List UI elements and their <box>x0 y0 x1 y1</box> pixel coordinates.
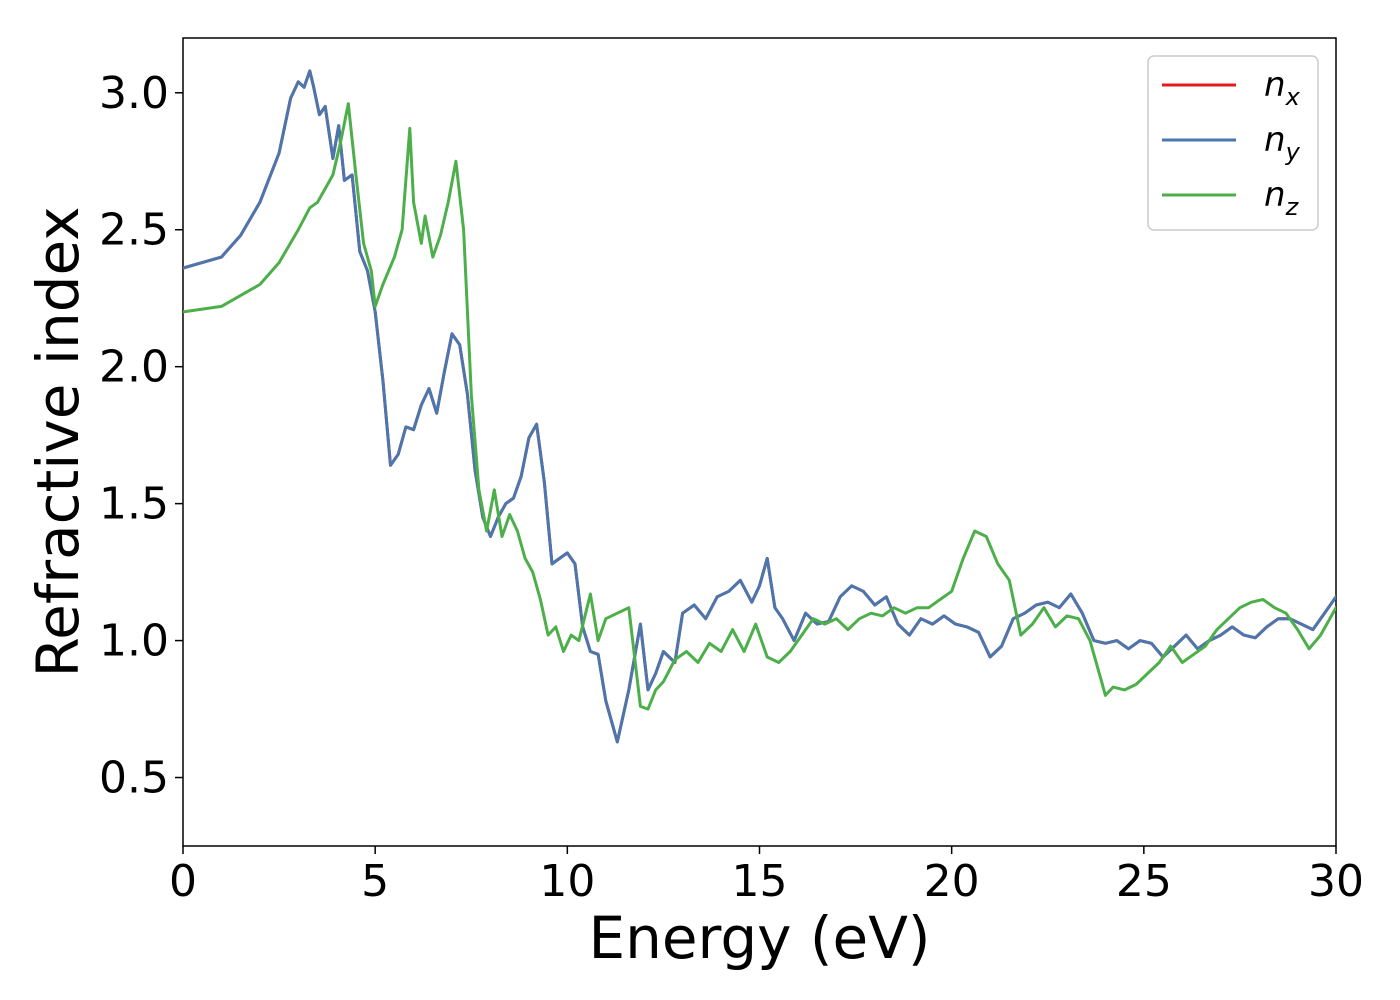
x-tick-label: 10 <box>539 856 595 907</box>
x-tick-label: 20 <box>924 856 980 907</box>
y-tick-label: 3.0 <box>99 68 169 119</box>
legend-label-y: ny <box>1264 120 1301 166</box>
x-tick-label: 0 <box>169 856 197 907</box>
legend-box <box>1147 55 1319 231</box>
y-tick-label: 2.0 <box>99 342 169 393</box>
series-line-y <box>183 69 1336 744</box>
series-line-z <box>183 102 1336 711</box>
x-tick-label: 25 <box>1116 856 1172 907</box>
series-layer <box>183 69 1336 744</box>
y-tick-label: 1.5 <box>99 479 169 530</box>
y-tick-label: 0.5 <box>99 753 169 804</box>
x-tick-label: 30 <box>1308 856 1364 907</box>
y-axis-title: Refractive index <box>24 206 92 677</box>
x-axis-ticks: 0 5 10 15 20 25 30 <box>169 846 1364 907</box>
x-axis-title: Energy (eV) <box>588 904 930 972</box>
y-tick-label: 2.5 <box>99 205 169 256</box>
legend-label-z: nz <box>1264 175 1300 221</box>
legend: nx ny nz <box>1147 55 1319 231</box>
legend-label-x: nx <box>1264 65 1301 111</box>
x-tick-label: 15 <box>732 856 788 907</box>
x-tick-label: 5 <box>361 856 389 907</box>
y-tick-label: 1.0 <box>99 616 169 667</box>
y-axis-ticks: 0.5 1.0 1.5 2.0 2.5 3.0 <box>99 68 183 804</box>
